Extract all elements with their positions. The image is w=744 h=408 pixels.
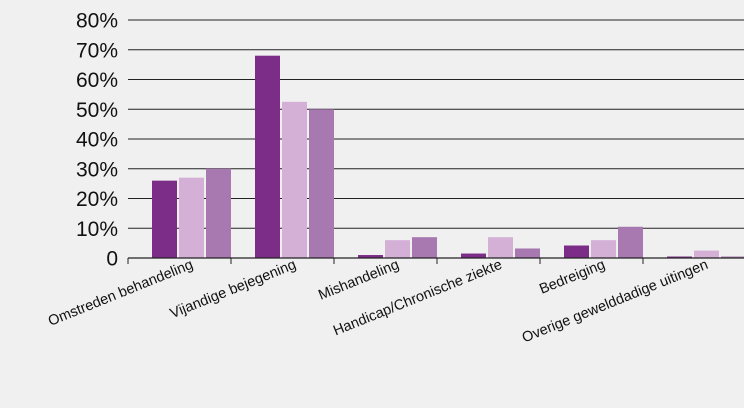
y-tick-label: 80% (76, 10, 118, 33)
bar (152, 180, 177, 258)
bar (591, 240, 616, 258)
bar (385, 240, 410, 258)
bar (412, 237, 437, 258)
x-axis (127, 257, 744, 264)
x-tick-label: Overige gewelddadige uitingen (520, 257, 711, 346)
bars (152, 55, 744, 259)
x-tick-label: Mishandeling (316, 257, 401, 304)
y-axis-tick-labels: 0 10% 20% 30% 40% 50% 60% 70% 80% (76, 10, 118, 271)
bar (358, 255, 383, 258)
y-tick-label: 70% (76, 39, 118, 62)
y-tick-label: 40% (76, 129, 118, 152)
y-tick-label: 0 (106, 248, 118, 271)
y-tick-label: 50% (76, 99, 118, 122)
bar (309, 109, 334, 258)
y-tick-label: 20% (76, 188, 118, 211)
bar (667, 256, 692, 258)
x-tick-label: Bedreiging (537, 257, 607, 298)
bar (564, 245, 589, 258)
bar (179, 177, 204, 258)
bar (488, 237, 513, 258)
y-tick-label: 30% (76, 158, 118, 181)
bar (282, 101, 307, 258)
bar (515, 248, 540, 258)
bar (721, 256, 744, 258)
y-tick-label: 10% (76, 218, 118, 241)
bar (694, 250, 719, 258)
bar (206, 168, 231, 258)
bar (618, 226, 643, 258)
y-tick-label: 60% (76, 69, 118, 92)
bar (461, 253, 486, 258)
x-tick-label: Handicap/Chronische ziekte (331, 257, 504, 339)
bar (255, 55, 280, 259)
